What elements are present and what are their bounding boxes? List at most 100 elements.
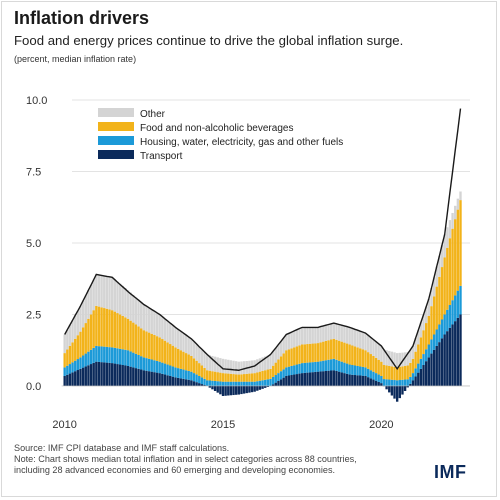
bar-food [95,305,98,346]
bar-other [229,360,233,374]
bar-other [430,288,433,307]
bar-other [277,344,280,360]
bar-other [68,324,72,346]
bar-transport [71,372,74,386]
bar-food [176,348,180,369]
bar-transport [169,375,172,386]
bar-housing [118,348,122,365]
bar-food [113,311,116,348]
bar-food [203,367,206,379]
bar-food [229,373,233,382]
bar-transport [140,369,143,386]
bar-food [261,370,264,381]
bar-food [140,328,143,357]
bar-housing [242,381,246,386]
bar-housing [422,354,425,366]
bar-food [356,347,359,366]
bar-transport [306,372,309,386]
bar-other [258,358,262,372]
bar-food [121,315,124,350]
bar-other [227,359,230,374]
bar-transport [316,371,320,386]
bar-transport [322,371,325,386]
bar-food [227,373,230,382]
bar-other [198,346,201,364]
bar-housing [446,309,449,332]
bar-transport [66,374,69,386]
bar-other [414,338,417,352]
bar-housing [322,360,325,372]
bar-transport [330,370,333,386]
bar-transport [250,385,254,393]
bar-housing [353,365,357,376]
bar-food [161,339,164,363]
bar-food [369,354,372,371]
bar-food [129,320,132,352]
bar-other [132,294,135,323]
bar-food [264,370,267,380]
bar-housing [145,358,148,371]
source-line: Source: IMF CPI database and IMF staff c… [14,443,230,453]
bar-other [266,355,270,370]
bar-transport [271,384,275,386]
bar-other [290,332,293,349]
bar-food [403,365,407,380]
bar-other [169,323,172,345]
bar-transport [203,385,206,386]
bar-other [348,327,351,345]
bar-other [322,325,325,342]
total-inflation-line [64,108,462,372]
bar-housing [142,357,146,371]
bar-transport [192,381,196,386]
bar-transport [68,373,72,386]
bar-transport [432,349,436,386]
bar-food [282,353,285,370]
bar-housing [121,349,124,366]
bar-other [126,290,130,319]
bar-transport [176,377,180,386]
bar-food [200,365,204,378]
bar-housing [253,381,256,386]
bar-transport [182,378,185,386]
bar-other [182,333,185,352]
bar-other [274,347,277,363]
bar-housing [134,353,138,369]
bar-other [287,333,291,350]
bar-food [174,347,177,368]
bar-food [293,347,296,366]
bar-other [406,352,409,366]
bar-housing [174,367,177,378]
bar-other [176,329,180,349]
bar-other [224,359,227,374]
bar-food [137,326,140,355]
bar-other [124,288,127,318]
bar-other [63,334,66,354]
bar-food [271,365,275,377]
bar-food [398,366,401,381]
bar-transport [277,380,280,386]
bar-housing [456,290,460,318]
bar-transport [440,338,444,386]
bar-other [361,332,365,350]
bar-transport [134,368,138,386]
bar-other [184,334,188,354]
bar-transport [121,365,124,386]
bar-transport [237,385,241,395]
bar-other [171,325,175,346]
bar-other [353,329,357,347]
bar-transport [351,374,354,386]
bar-housing [443,314,446,335]
bar-transport [327,370,330,386]
bar-transport [89,364,93,386]
bar-housing [403,379,407,386]
bar-transport [118,364,122,386]
bar-transport [448,327,452,386]
bar-transport [390,385,394,396]
bar-food [237,374,241,382]
bar-housing [258,380,262,386]
bar-food [100,307,103,347]
bar-other [335,323,338,340]
bar-housing [89,349,93,365]
bar-transport [103,362,106,386]
bar-food [314,343,317,362]
